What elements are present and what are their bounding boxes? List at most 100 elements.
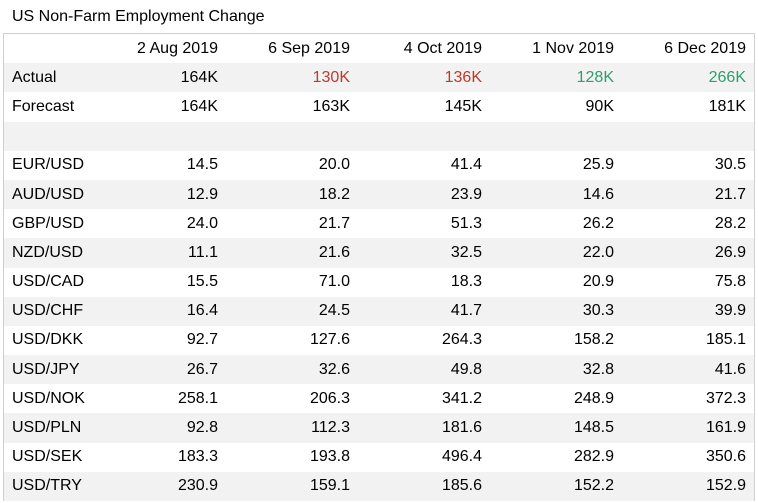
table-cell: 32.5 — [358, 238, 490, 268]
table-cell: 372.3 — [705, 389, 746, 407]
table-cell: 164K — [104, 63, 226, 93]
header-row: 2 Aug 2019 6 Sep 2019 4 Oct 2019 1 Nov 2… — [4, 34, 754, 63]
row-label: Forecast — [12, 97, 75, 115]
table-row: Actual 164K 130K 136K 128K 266K — [4, 63, 754, 93]
table-cell: 159.1 — [226, 471, 358, 501]
table-cell: 183.3 — [177, 448, 218, 466]
table-cell — [358, 121, 490, 151]
table-cell: 23.9 — [358, 179, 490, 210]
table-row: USD/TRY 230.9 159.1 185.6 152.2 152.9 — [4, 471, 754, 501]
table-cell: 41.6 — [622, 355, 754, 385]
table-cell: 181.6 — [358, 413, 490, 443]
table-cell: 51.3 — [450, 214, 482, 232]
table-cell: 26.9 — [622, 238, 754, 268]
table-cell: 164K — [180, 97, 218, 115]
row-label: USD/TRY — [4, 471, 104, 501]
table-row: USD/DKK 92.7 127.6 264.3 158.2 185.1 — [4, 326, 754, 355]
table-cell: 161.9 — [622, 413, 754, 443]
table-cell: 185.6 — [358, 471, 490, 501]
table-cell: 26.2 — [582, 214, 614, 232]
table-cell: 21.6 — [226, 238, 358, 268]
row-label: GBP/USD — [12, 214, 85, 232]
table-cell: 163K — [312, 97, 350, 115]
table-cell: 32.6 — [226, 355, 358, 385]
table-cell: 258.1 — [177, 389, 218, 407]
table-cell: 15.5 — [186, 273, 218, 291]
table-cell — [104, 121, 226, 151]
table-cell: 12.9 — [104, 179, 226, 210]
table-cell: 181K — [708, 97, 746, 115]
table-cell: 41.7 — [358, 296, 490, 326]
table-cell: 185.1 — [705, 331, 746, 349]
table-cell: 230.9 — [104, 471, 226, 501]
header-cell: 4 Oct 2019 — [403, 39, 482, 57]
table-row: AUD/USD 12.9 18.2 23.9 14.6 21.7 — [4, 179, 754, 210]
table-title: US Non-Farm Employment Change — [12, 8, 265, 25]
header-cell: 6 Sep 2019 — [268, 39, 350, 57]
header-cell: 1 Nov 2019 — [532, 39, 614, 57]
table-cell: 127.6 — [309, 331, 350, 349]
table-cell: 28.2 — [714, 214, 746, 232]
table-cell — [490, 121, 622, 151]
table-cell: 14.6 — [490, 179, 622, 210]
table-cell: 14.5 — [186, 156, 218, 174]
table-cell: 21.7 — [318, 214, 350, 232]
table-row: USD/SEK 183.3 193.8 496.4 282.9 350.6 — [4, 443, 754, 472]
table-cell: 25.9 — [582, 156, 614, 174]
table-cell: 11.1 — [104, 238, 226, 268]
header-cell: 6 Dec 2019 — [664, 39, 746, 57]
table-cell: 41.4 — [450, 156, 482, 174]
table-row: USD/JPY 26.7 32.6 49.8 32.8 41.6 — [4, 355, 754, 385]
table-cell: 75.8 — [714, 273, 746, 291]
row-label: NZD/USD — [4, 238, 104, 268]
table-cell: 92.8 — [104, 413, 226, 443]
table-cell: 248.9 — [573, 389, 614, 407]
row-label: USD/SEK — [12, 448, 83, 466]
table-cell: 264.3 — [441, 331, 482, 349]
table-row: USD/CAD 15.5 71.0 18.3 20.9 75.8 — [4, 268, 754, 297]
table-cell: 112.3 — [226, 413, 358, 443]
table-cell: 282.9 — [573, 448, 614, 466]
table-row — [4, 121, 754, 151]
table-row: USD/NOK 258.1 206.3 341.2 248.9 372.3 — [4, 384, 754, 413]
table-cell: 30.5 — [714, 156, 746, 174]
table-cell: 148.5 — [490, 413, 622, 443]
table-cell: 24.5 — [226, 296, 358, 326]
table-cell: 30.3 — [490, 296, 622, 326]
table-row: GBP/USD 24.0 21.7 51.3 26.2 28.2 — [4, 209, 754, 238]
table-cell: 20.0 — [318, 156, 350, 174]
row-label: AUD/USD — [4, 179, 104, 210]
table-row: NZD/USD 11.1 21.6 32.5 22.0 26.9 — [4, 238, 754, 268]
nfp-table: 2 Aug 2019 6 Sep 2019 4 Oct 2019 1 Nov 2… — [4, 34, 754, 501]
table-cell: 21.7 — [622, 179, 754, 210]
table-row: Forecast 164K 163K 145K 90K 181K — [4, 92, 754, 121]
table-cell: 18.3 — [450, 273, 482, 291]
table-cell: 350.6 — [705, 448, 746, 466]
table-cell: 71.0 — [318, 273, 350, 291]
table-row: USD/CHF 16.4 24.5 41.7 30.3 39.9 — [4, 296, 754, 326]
table-cell: 49.8 — [358, 355, 490, 385]
table-cell — [622, 121, 754, 151]
row-label: Actual — [4, 63, 104, 93]
row-label — [4, 121, 104, 151]
table-cell: 16.4 — [104, 296, 226, 326]
table-cell: 22.0 — [490, 238, 622, 268]
table-cell: 145K — [444, 97, 482, 115]
table-cell: 193.8 — [309, 448, 350, 466]
row-label: USD/JPY — [4, 355, 104, 385]
row-label: EUR/USD — [12, 156, 85, 174]
table-cell: 18.2 — [226, 179, 358, 210]
row-label: USD/CAD — [12, 273, 85, 291]
table-cell: 32.8 — [490, 355, 622, 385]
row-label: USD/NOK — [12, 389, 85, 407]
table-cell: 26.7 — [104, 355, 226, 385]
header-cell: 2 Aug 2019 — [137, 39, 218, 57]
table-cell: 341.2 — [441, 389, 482, 407]
table-cell: 152.9 — [622, 471, 754, 501]
table-row: EUR/USD 14.5 20.0 41.4 25.9 30.5 — [4, 151, 754, 180]
table-cell: 39.9 — [622, 296, 754, 326]
table-row: USD/PLN 92.8 112.3 181.6 148.5 161.9 — [4, 413, 754, 443]
table-cell: 136K — [358, 63, 490, 93]
table-cell: 158.2 — [573, 331, 614, 349]
table-cell: 206.3 — [309, 389, 350, 407]
